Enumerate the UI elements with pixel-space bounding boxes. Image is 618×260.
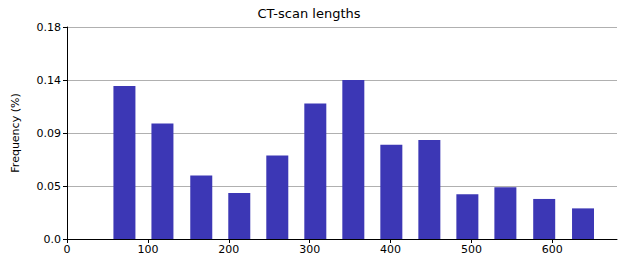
svg-text:Frequency (%): Frequency (%) (9, 93, 22, 172)
svg-text:0.14: 0.14 (37, 74, 62, 87)
svg-text:400: 400 (380, 243, 401, 256)
svg-text:600: 600 (542, 243, 563, 256)
svg-text:0.0: 0.0 (44, 233, 62, 246)
svg-text:0.05: 0.05 (37, 180, 62, 193)
svg-text:CT-scan lengths: CT-scan lengths (258, 6, 361, 21)
svg-text:300: 300 (299, 243, 320, 256)
svg-text:0.18: 0.18 (37, 21, 62, 34)
svg-text:500: 500 (461, 243, 482, 256)
svg-text:0: 0 (64, 243, 71, 256)
svg-text:100: 100 (137, 243, 158, 256)
svg-text:0.09: 0.09 (37, 127, 62, 140)
svg-text:200: 200 (218, 243, 239, 256)
